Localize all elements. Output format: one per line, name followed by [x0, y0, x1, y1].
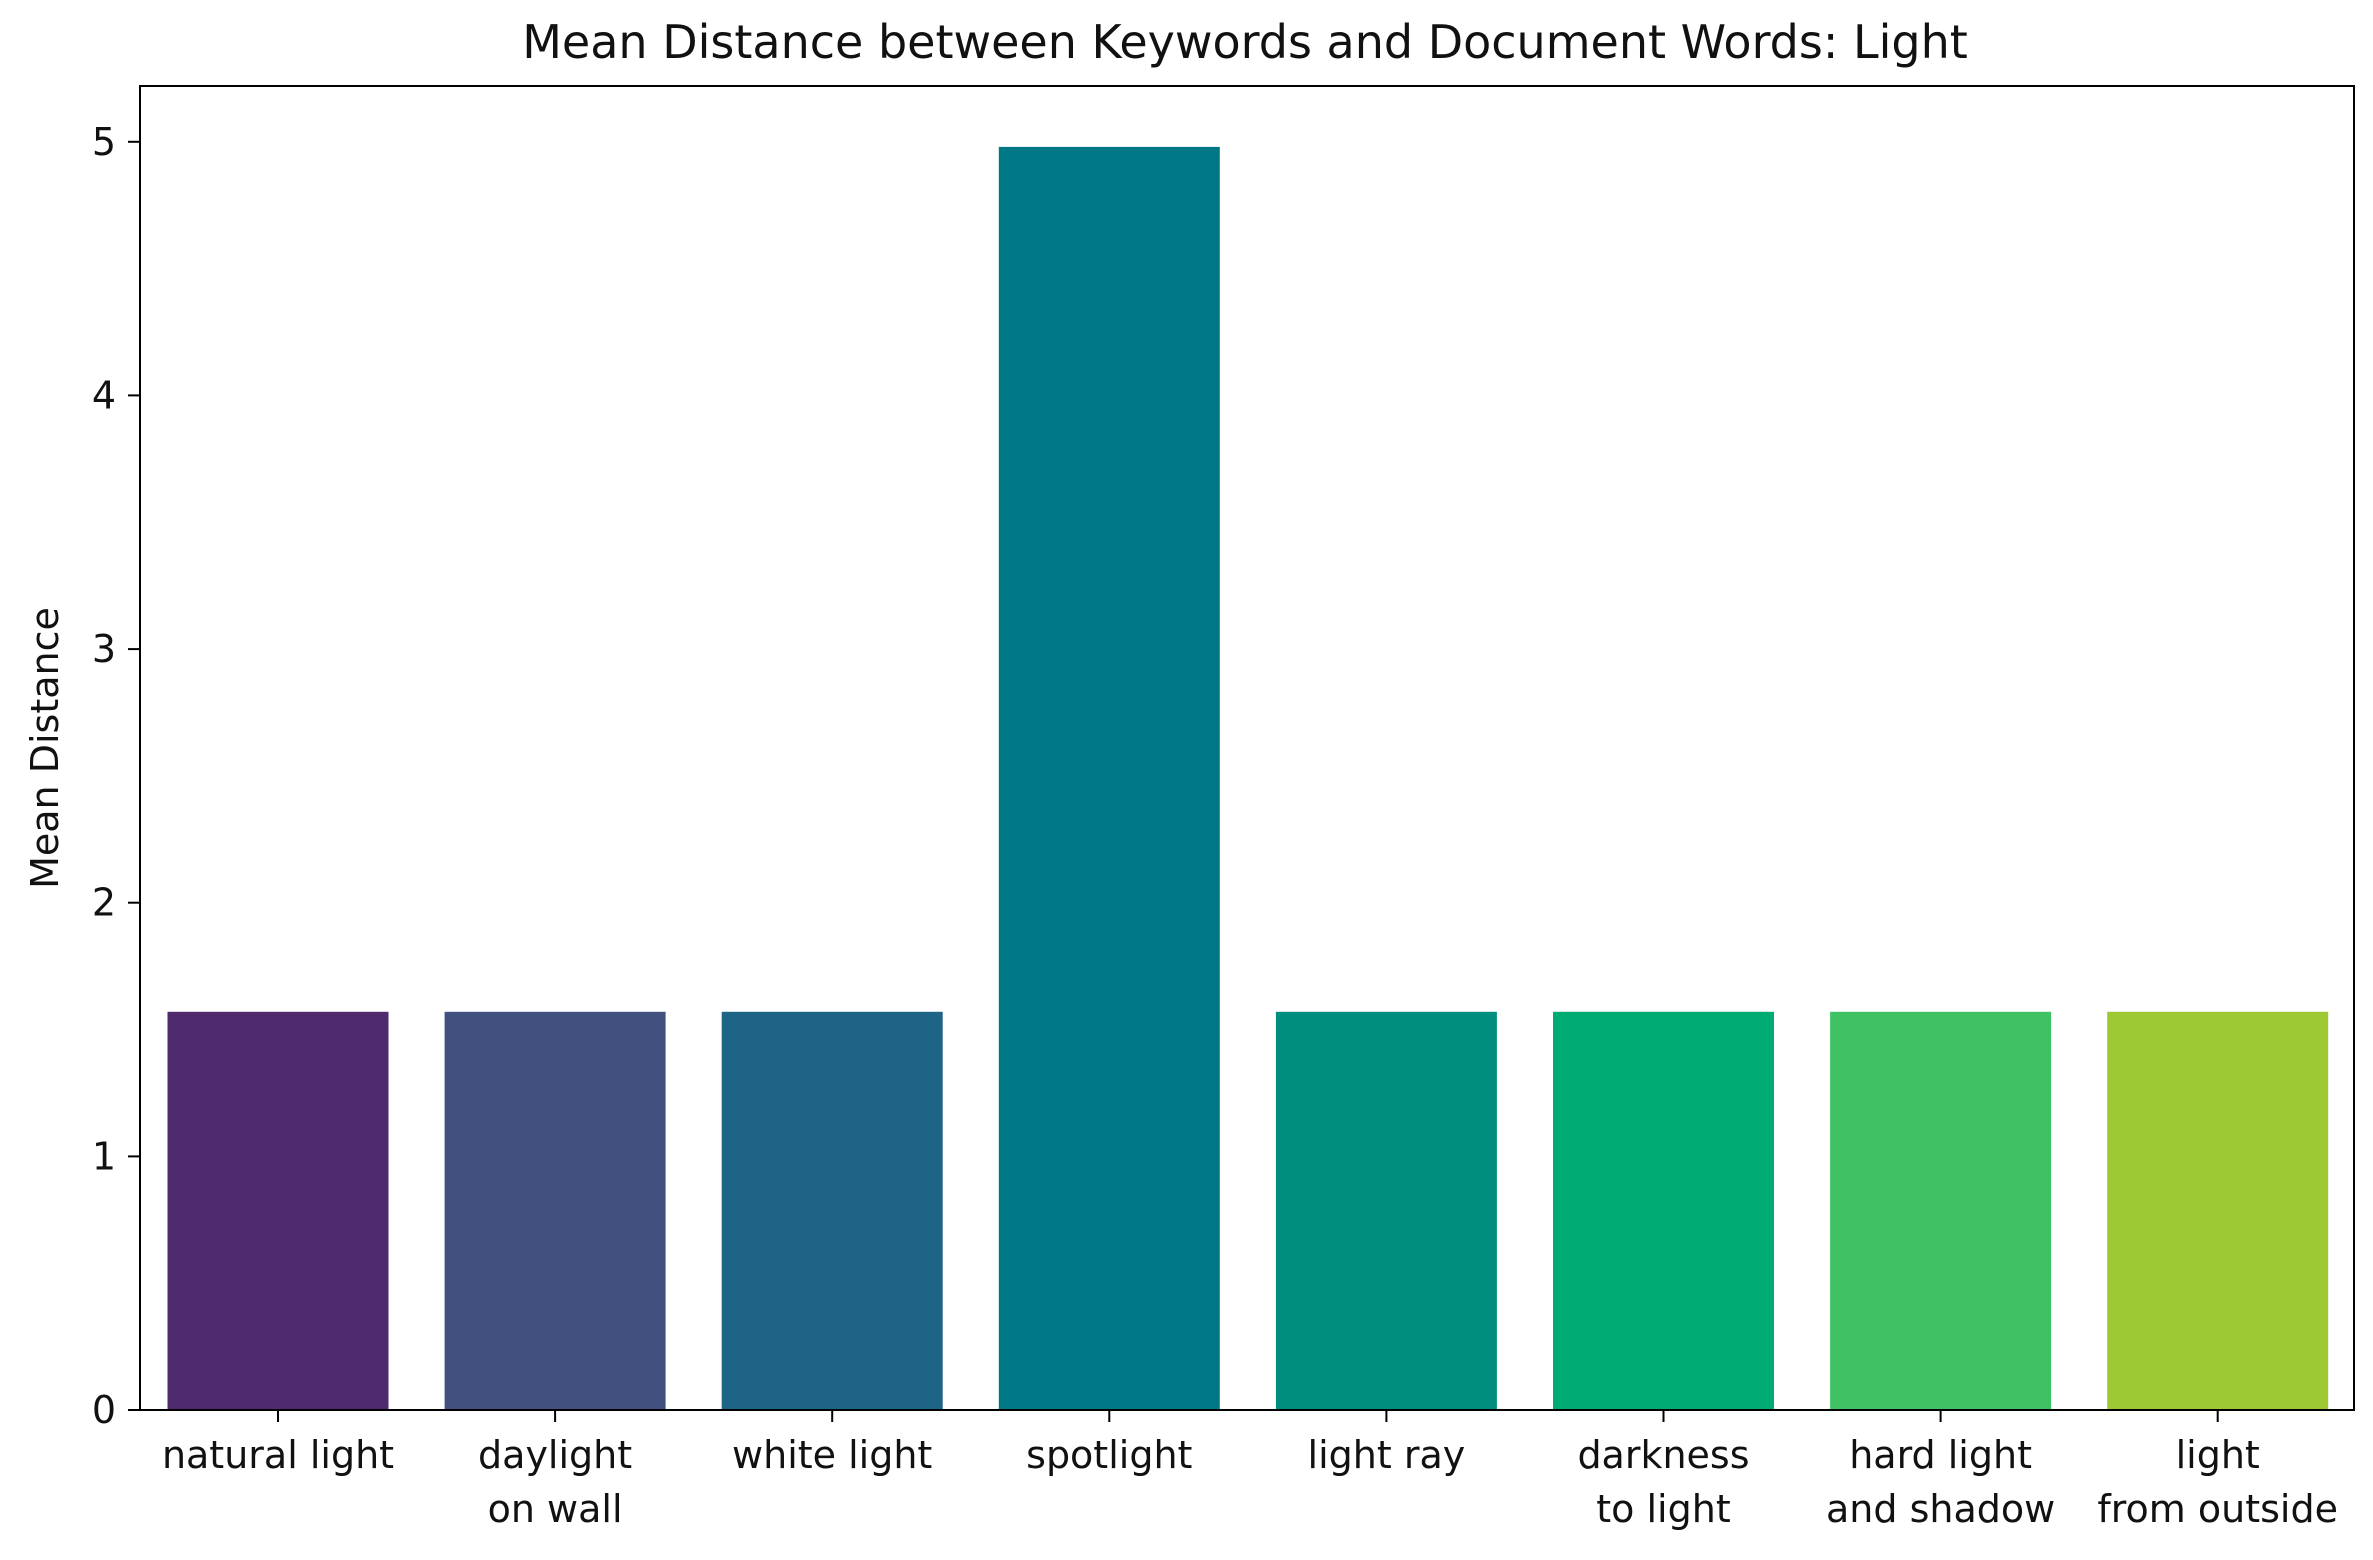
- y-tick-label-5: 5: [92, 120, 116, 164]
- x-tick-label-line: hard light: [1849, 1433, 2032, 1477]
- y-tick-label-0: 0: [92, 1388, 116, 1432]
- bars: [167, 146, 2329, 1410]
- chart-title: Mean Distance between Keywords and Docum…: [522, 15, 1968, 69]
- x-tick-label-1: daylight on wall: [478, 1433, 632, 1531]
- x-tick-label-2: white light: [732, 1433, 932, 1477]
- y-axis-ticks: 0 1 2 3 4 5: [92, 120, 140, 1432]
- bar-0: [167, 1011, 389, 1410]
- bar-2: [721, 1011, 943, 1410]
- x-tick-label-5: darkness to light: [1577, 1433, 1749, 1531]
- plot-frame: [139, 85, 2355, 1411]
- bar-6: [1830, 1011, 2052, 1410]
- x-tick-label-line: from outside: [2097, 1487, 2338, 1531]
- x-tick-label-line: on wall: [488, 1487, 623, 1531]
- x-tick-label-line: daylight: [478, 1433, 632, 1477]
- y-tick-label-1: 1: [92, 1134, 116, 1178]
- x-tick-label-line: darkness: [1577, 1433, 1749, 1477]
- bar-3: [998, 146, 1220, 1410]
- x-axis-ticks: natural light daylight on wall white light s…: [162, 1410, 2338, 1531]
- x-tick-label-line: natural light: [162, 1433, 394, 1477]
- x-tick-label-line: light ray: [1308, 1433, 1466, 1477]
- x-tick-label-line: spotlight: [1026, 1433, 1192, 1477]
- bar-5: [1553, 1011, 1774, 1410]
- x-tick-label-4: light ray: [1308, 1433, 1466, 1477]
- y-tick-label-3: 3: [92, 627, 116, 671]
- x-tick-label-line: light: [2176, 1433, 2260, 1477]
- x-tick-label-line: white light: [732, 1433, 932, 1477]
- bar-7: [2107, 1011, 2329, 1410]
- y-tick-label-2: 2: [92, 881, 116, 925]
- x-tick-label-7: light from outside: [2097, 1433, 2338, 1531]
- x-tick-label-3: spotlight: [1026, 1433, 1192, 1477]
- x-tick-label-6: hard light and shadow: [1826, 1433, 2055, 1531]
- bar-4: [1275, 1011, 1497, 1410]
- x-tick-label-line: to light: [1596, 1487, 1730, 1531]
- y-axis-label: Mean Distance: [23, 607, 67, 889]
- x-tick-label-line: and shadow: [1826, 1487, 2055, 1531]
- y-tick-label-4: 4: [92, 373, 116, 417]
- bar-1: [444, 1011, 666, 1410]
- x-tick-label-0: natural light: [162, 1433, 394, 1477]
